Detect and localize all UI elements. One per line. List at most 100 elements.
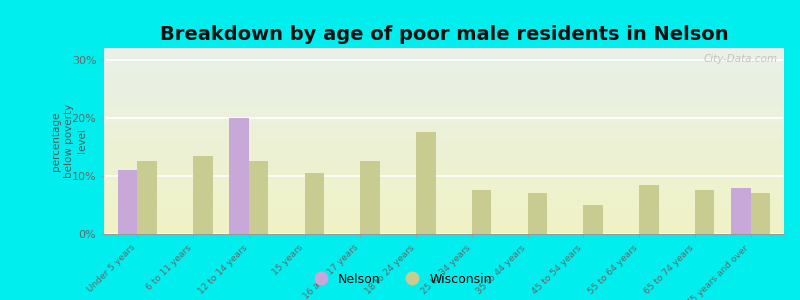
Bar [104,172,784,175]
Bar [104,210,784,212]
Bar [104,182,784,184]
Bar [104,186,784,188]
Bar [104,87,784,89]
Bar [104,50,784,52]
Bar [104,154,784,156]
Bar [104,48,784,50]
Bar [104,137,784,139]
Bar [104,70,784,72]
Bar [104,230,784,232]
Bar [104,59,784,61]
Bar [104,212,784,214]
Bar [104,208,784,210]
Bar [104,106,784,107]
Bar [731,188,750,234]
Bar [104,117,784,119]
Bar [104,228,784,230]
Bar [104,134,784,135]
Bar [104,195,784,197]
Bar [528,193,547,234]
Bar [104,225,784,226]
Y-axis label: percentage
below poverty
level: percentage below poverty level [50,104,87,178]
Title: Breakdown by age of poor male residents in Nelson: Breakdown by age of poor male residents … [160,25,728,44]
Bar [104,202,784,204]
Bar [104,199,784,200]
Bar [104,214,784,215]
Bar [360,161,380,234]
Bar [104,150,784,152]
Bar [104,156,784,158]
Bar [104,111,784,113]
Bar [104,143,784,145]
Bar [104,180,784,182]
Bar [104,191,784,193]
Bar [104,61,784,63]
Bar [104,152,784,154]
Bar [104,121,784,122]
Bar [639,184,658,234]
Bar [104,54,784,56]
Bar [104,160,784,161]
Bar [104,169,784,171]
Bar [104,72,784,74]
Bar [104,189,784,191]
Bar [104,78,784,80]
Bar [104,91,784,93]
Bar [104,57,784,59]
Bar [104,148,784,150]
Bar [104,107,784,110]
Bar [104,124,784,126]
Bar [104,197,784,199]
Bar [104,115,784,117]
Bar [104,74,784,76]
Bar [249,161,269,234]
Bar [104,122,784,124]
Bar [472,190,491,234]
Bar [138,161,157,234]
Bar [193,155,213,234]
Bar [104,188,784,189]
Bar [104,94,784,96]
Bar [104,184,784,186]
Bar [104,76,784,78]
Bar [230,118,249,234]
Bar [104,113,784,115]
Bar [104,128,784,130]
Bar [104,135,784,137]
Bar [104,215,784,217]
Bar [104,130,784,132]
Bar [104,161,784,163]
Bar [104,175,784,176]
Bar [104,206,784,208]
Bar [104,85,784,87]
Bar [104,104,784,106]
Bar [104,200,784,202]
Bar [104,67,784,68]
Bar [750,193,770,234]
Bar [104,226,784,228]
Bar [104,56,784,57]
Bar [104,80,784,82]
Bar [104,139,784,141]
Bar [104,204,784,206]
Bar [104,193,784,195]
Bar [104,176,784,178]
Bar [104,98,784,100]
Text: City-Data.com: City-Data.com [703,54,778,64]
Bar [104,89,784,91]
Bar [104,96,784,98]
Bar [305,173,324,234]
Bar [104,65,784,67]
Bar [118,170,138,234]
Bar [104,219,784,221]
Bar [104,52,784,54]
Bar [104,163,784,165]
Bar [104,68,784,70]
Bar [104,110,784,111]
Bar [104,232,784,234]
Bar [104,145,784,147]
Bar [104,100,784,102]
Bar [104,147,784,148]
Bar [104,178,784,180]
Bar [695,190,714,234]
